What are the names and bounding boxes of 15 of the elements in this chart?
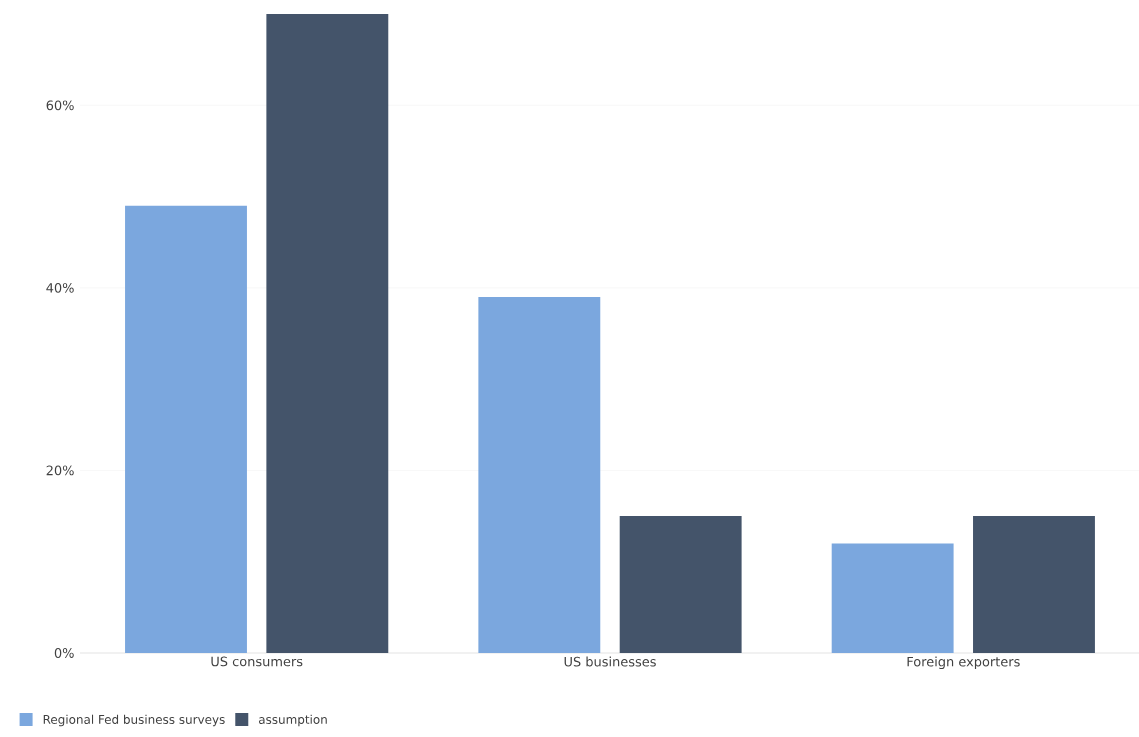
x-tick-label: US businesses	[564, 656, 656, 667]
y-tick-label: 40%	[46, 282, 74, 293]
bar	[619, 516, 742, 653]
x-tick-label: Foreign exporters	[907, 656, 1020, 670]
bar	[125, 205, 247, 653]
bar	[266, 14, 389, 653]
y-tick-label: 20%	[46, 465, 74, 476]
x-tick-label: US consumers	[211, 656, 303, 667]
y-tick-label: 0%	[54, 648, 74, 658]
bar	[478, 296, 601, 653]
legend-label: Regional Fed business surveys	[43, 714, 225, 727]
legend-label: assumption	[258, 714, 327, 727]
bar	[973, 516, 1095, 653]
y-tick-label: 60%	[46, 100, 74, 111]
bar	[831, 543, 954, 653]
